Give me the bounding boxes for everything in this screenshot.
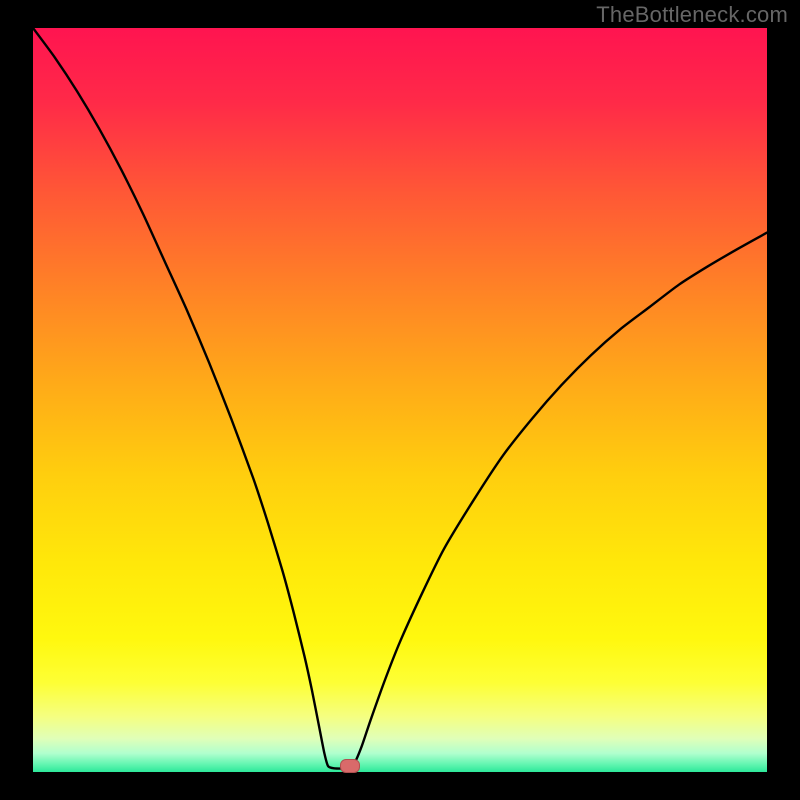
plot-area [33, 28, 767, 772]
chart-container: TheBottleneck.com [0, 0, 800, 800]
optimum-marker [340, 759, 360, 773]
watermark-text: TheBottleneck.com [596, 2, 788, 28]
bottleneck-curve [33, 28, 767, 772]
